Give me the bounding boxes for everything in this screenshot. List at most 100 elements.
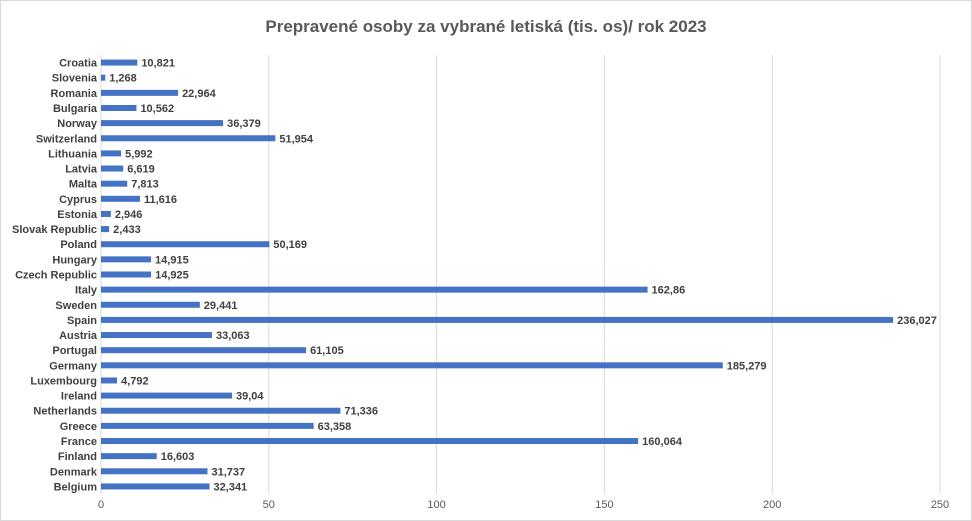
data-label: 16,603 bbox=[161, 451, 195, 463]
bar bbox=[101, 332, 212, 339]
bar bbox=[101, 483, 210, 490]
data-label: 1,268 bbox=[109, 73, 137, 85]
bar bbox=[101, 59, 138, 66]
category-label: Austria bbox=[59, 330, 98, 342]
bar bbox=[101, 120, 224, 127]
category-label: Germany bbox=[49, 360, 98, 372]
data-labels: 10,821 1,268 22,964 10,562 36,379 51,954 5,992… bbox=[109, 58, 937, 494]
data-label: 51,954 bbox=[279, 133, 314, 145]
x-tick-label: 200 bbox=[763, 499, 781, 511]
data-label: 33,063 bbox=[216, 330, 250, 342]
bar bbox=[101, 377, 118, 384]
category-label: Cyprus bbox=[59, 194, 97, 206]
data-label: 32,341 bbox=[214, 481, 248, 493]
data-label: 14,915 bbox=[155, 254, 189, 266]
bar bbox=[101, 347, 307, 354]
data-label: 63,358 bbox=[318, 421, 352, 433]
bar bbox=[101, 165, 124, 172]
bar bbox=[101, 241, 270, 248]
category-label: Netherlands bbox=[33, 406, 97, 418]
data-label: 185,279 bbox=[727, 360, 767, 372]
data-label: 160,064 bbox=[642, 436, 683, 448]
bar bbox=[101, 74, 106, 81]
category-label: Switzerland bbox=[36, 133, 97, 145]
bar bbox=[101, 271, 152, 278]
bar bbox=[101, 135, 276, 142]
category-label: Hungary bbox=[52, 254, 98, 266]
category-label: Finland bbox=[58, 451, 97, 463]
category-label: France bbox=[61, 436, 97, 448]
data-label: 236,027 bbox=[897, 315, 937, 327]
category-label: Italy bbox=[75, 285, 98, 297]
data-label: 31,737 bbox=[212, 466, 246, 478]
category-label: Slovak Republic bbox=[12, 224, 97, 236]
bar bbox=[101, 453, 157, 460]
data-label: 14,925 bbox=[155, 270, 189, 282]
bar bbox=[101, 392, 233, 399]
category-label: Sweden bbox=[55, 300, 97, 312]
category-label: Lithuania bbox=[48, 148, 98, 160]
bar bbox=[101, 180, 128, 187]
bar bbox=[101, 104, 137, 111]
bars bbox=[101, 59, 894, 490]
category-labels: Croatia Slovenia Romania Bulgaria Norway Swit… bbox=[12, 58, 98, 494]
bar bbox=[101, 286, 648, 293]
data-label: 5,992 bbox=[125, 148, 153, 160]
category-label: Estonia bbox=[57, 209, 98, 221]
category-label: Malta bbox=[69, 179, 98, 191]
bar bbox=[101, 316, 894, 323]
category-label: Romania bbox=[51, 88, 98, 100]
category-label: Slovenia bbox=[52, 73, 98, 85]
category-label: Luxembourg bbox=[30, 375, 97, 387]
data-label: 11,616 bbox=[144, 194, 177, 206]
data-label: 71,336 bbox=[344, 406, 378, 418]
x-tick-label: 100 bbox=[427, 499, 445, 511]
bar bbox=[101, 301, 200, 308]
category-label: Portugal bbox=[52, 345, 97, 357]
data-label: 22,964 bbox=[182, 88, 217, 100]
chart-title: Prepravené osoby za vybrané letiská (tis… bbox=[265, 17, 707, 36]
category-label: Norway bbox=[57, 118, 98, 130]
data-label: 36,379 bbox=[227, 118, 261, 130]
data-label: 29,441 bbox=[204, 300, 238, 312]
x-tick-label: 50 bbox=[263, 499, 275, 511]
bar bbox=[101, 468, 208, 475]
data-label: 2,946 bbox=[115, 209, 143, 221]
bar bbox=[101, 362, 723, 369]
bar bbox=[101, 150, 122, 157]
data-label: 61,105 bbox=[310, 345, 344, 357]
data-label: 2,433 bbox=[113, 224, 141, 236]
x-tick-label: 0 bbox=[98, 499, 104, 511]
bar bbox=[101, 89, 179, 96]
x-tick-labels: 0 50 100 150 200 250 bbox=[98, 499, 949, 511]
data-label: 50,169 bbox=[273, 239, 307, 251]
category-label: Bulgaria bbox=[53, 103, 98, 115]
category-label: Denmark bbox=[50, 466, 98, 478]
bar bbox=[101, 438, 639, 445]
data-label: 4,792 bbox=[121, 375, 149, 387]
x-tick-label: 150 bbox=[595, 499, 613, 511]
category-label: Croatia bbox=[59, 58, 98, 70]
data-label: 7,813 bbox=[131, 179, 159, 191]
bar bbox=[101, 226, 110, 233]
data-label: 10,562 bbox=[140, 103, 174, 115]
category-label: Greece bbox=[60, 421, 97, 433]
data-label: 6,619 bbox=[127, 164, 155, 176]
data-label: 39,04 bbox=[236, 391, 264, 403]
data-label: 10,821 bbox=[141, 58, 175, 70]
bar bbox=[101, 210, 111, 217]
category-label: Belgium bbox=[54, 481, 98, 493]
category-label: Spain bbox=[67, 315, 97, 327]
bar bbox=[101, 407, 341, 414]
category-label: Latvia bbox=[65, 164, 98, 176]
bar bbox=[101, 195, 140, 202]
category-label: Ireland bbox=[61, 391, 97, 403]
category-label: Czech Republic bbox=[15, 270, 97, 282]
bar bbox=[101, 422, 314, 429]
bar bbox=[101, 256, 152, 263]
data-label: 162,86 bbox=[652, 285, 686, 297]
category-label: Poland bbox=[60, 239, 97, 251]
x-tick-label: 250 bbox=[931, 499, 949, 511]
